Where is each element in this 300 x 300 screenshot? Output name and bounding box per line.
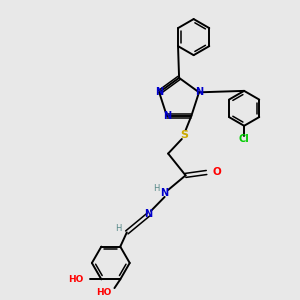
Text: N: N	[145, 209, 153, 219]
Text: N: N	[195, 87, 203, 97]
Text: Cl: Cl	[239, 134, 250, 144]
Text: N: N	[163, 111, 171, 121]
Text: O: O	[213, 167, 222, 178]
Text: H: H	[116, 224, 122, 233]
Text: H: H	[153, 184, 160, 193]
Text: N: N	[160, 188, 169, 198]
Text: HO: HO	[96, 288, 112, 297]
Text: N: N	[155, 87, 163, 97]
Text: HO: HO	[68, 275, 84, 284]
Text: S: S	[180, 130, 188, 140]
